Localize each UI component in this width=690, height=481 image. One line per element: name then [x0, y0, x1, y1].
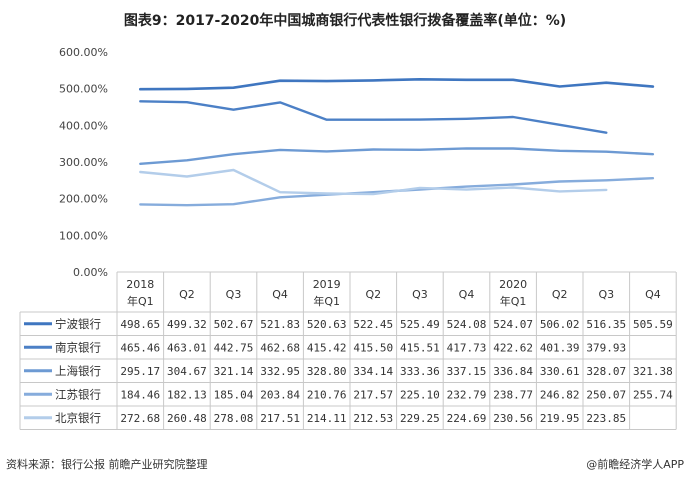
- plot-area: [139, 78, 655, 207]
- y-tick-label: 500.00%: [59, 83, 108, 96]
- x-tick-label: 年Q1: [313, 294, 340, 308]
- data-label: 525.49: [400, 318, 440, 331]
- data-label: 238.77: [493, 388, 533, 401]
- legend-label: 上海银行: [55, 364, 101, 378]
- data-label: 463.01: [167, 341, 207, 354]
- data-label: 210.76: [307, 388, 347, 401]
- data-label: 415.42: [307, 341, 347, 354]
- series-line-4: [139, 168, 608, 196]
- data-label: 516.35: [586, 318, 626, 331]
- data-label: 246.82: [540, 388, 580, 401]
- data-label: 232.79: [447, 388, 487, 401]
- x-tick-label: 2020: [499, 278, 527, 291]
- data-label: 321.38: [633, 365, 673, 378]
- data-label: 417.73: [447, 341, 487, 354]
- x-tick-label: Q2: [552, 288, 568, 301]
- data-label: 321.14: [214, 365, 254, 378]
- data-label: 219.95: [540, 412, 580, 425]
- data-label: 230.56: [493, 412, 533, 425]
- data-label: 223.85: [586, 412, 626, 425]
- data-label: 295.17: [120, 365, 160, 378]
- legend-label: 宁波银行: [55, 317, 101, 331]
- data-label: 260.48: [167, 412, 207, 425]
- x-tick-label: Q2: [179, 288, 195, 301]
- data-label: 520.63: [307, 318, 347, 331]
- data-label: 334.14: [353, 365, 393, 378]
- series-line-0: [139, 78, 655, 91]
- x-tick-label: Q4: [459, 288, 475, 301]
- x-tick-label: 年Q1: [127, 294, 154, 308]
- data-label: 415.50: [353, 341, 393, 354]
- y-tick-label: 600.00%: [59, 46, 108, 59]
- data-label: 422.62: [493, 341, 533, 354]
- data-label: 184.46: [120, 388, 160, 401]
- data-label: 328.80: [307, 365, 347, 378]
- y-tick-label: 0.00%: [73, 266, 108, 279]
- data-label: 524.07: [493, 318, 533, 331]
- data-label: 415.51: [400, 341, 440, 354]
- x-tick-label: Q3: [598, 288, 614, 301]
- data-label: 379.93: [586, 341, 626, 354]
- data-label: 442.75: [214, 341, 254, 354]
- data-label: 330.61: [540, 365, 580, 378]
- data-label: 229.25: [400, 412, 440, 425]
- y-axis: 0.00% 100.00% 200.00% 300.00% 400.00% 500.00%…: [59, 46, 108, 279]
- x-tick-label: Q4: [272, 288, 288, 301]
- data-label: 401.39: [540, 341, 580, 354]
- legend-label: 北京银行: [55, 411, 101, 425]
- x-tick-label: Q3: [412, 288, 428, 301]
- data-label: 506.02: [540, 318, 580, 331]
- x-tick-label: 年Q1: [500, 294, 527, 308]
- data-label: 332.95: [260, 365, 300, 378]
- y-tick-label: 300.00%: [59, 156, 108, 169]
- data-label: 502.67: [214, 318, 254, 331]
- data-label: 499.32: [167, 318, 207, 331]
- x-tick-label: 2018: [126, 278, 154, 291]
- chart-title: 图表9：2017-2020年中国城商银行代表性银行拨备覆盖率(单位：%): [123, 13, 567, 29]
- data-label: 337.15: [447, 365, 487, 378]
- data-label: 498.65: [120, 318, 160, 331]
- x-tick-label: Q3: [226, 288, 242, 301]
- data-label: 522.45: [353, 318, 393, 331]
- data-label: 278.08: [214, 412, 254, 425]
- data-label: 524.08: [447, 318, 487, 331]
- data-label: 214.11: [307, 412, 347, 425]
- data-label: 185.04: [214, 388, 254, 401]
- data-label: 217.51: [260, 412, 300, 425]
- legend-label: 江苏银行: [55, 387, 101, 401]
- data-label: 465.46: [120, 341, 160, 354]
- data-label: 203.84: [260, 388, 300, 401]
- x-tick-label: Q4: [645, 288, 661, 301]
- data-label: 212.53: [353, 412, 393, 425]
- data-label: 255.74: [633, 388, 673, 401]
- series-line-2: [139, 147, 655, 165]
- data-label: 462.68: [260, 341, 300, 354]
- x-tick-label: 2019: [313, 278, 341, 291]
- data-label: 521.83: [260, 318, 300, 331]
- data-label: 224.69: [447, 412, 487, 425]
- data-label: 182.13: [167, 388, 207, 401]
- data-label: 328.07: [586, 365, 626, 378]
- data-table: 2018 年Q1 Q2 Q3 Q4 2019 年Q1 Q2 Q3 Q4 2020 年Q1 Q2 Q3 Q4 宁…: [19, 271, 677, 430]
- data-label: 225.10: [400, 388, 440, 401]
- data-label: 272.68: [120, 412, 160, 425]
- data-label: 505.59: [633, 318, 673, 331]
- source-note: 资料来源：银行公报 前瞻产业研究院整理: [6, 458, 208, 471]
- data-label: 333.36: [400, 365, 440, 378]
- y-tick-label: 100.00%: [59, 229, 108, 242]
- brand-note: @前瞻经济学人APP: [586, 458, 684, 471]
- y-tick-label: 400.00%: [59, 119, 108, 132]
- data-label: 336.84: [493, 365, 533, 378]
- data-label: 304.67: [167, 365, 207, 378]
- series-line-1: [139, 100, 608, 134]
- data-label: 250.07: [586, 388, 626, 401]
- x-tick-label: Q2: [365, 288, 381, 301]
- data-label: 217.57: [353, 388, 393, 401]
- y-tick-label: 200.00%: [59, 193, 108, 206]
- legend-label: 南京银行: [55, 340, 101, 354]
